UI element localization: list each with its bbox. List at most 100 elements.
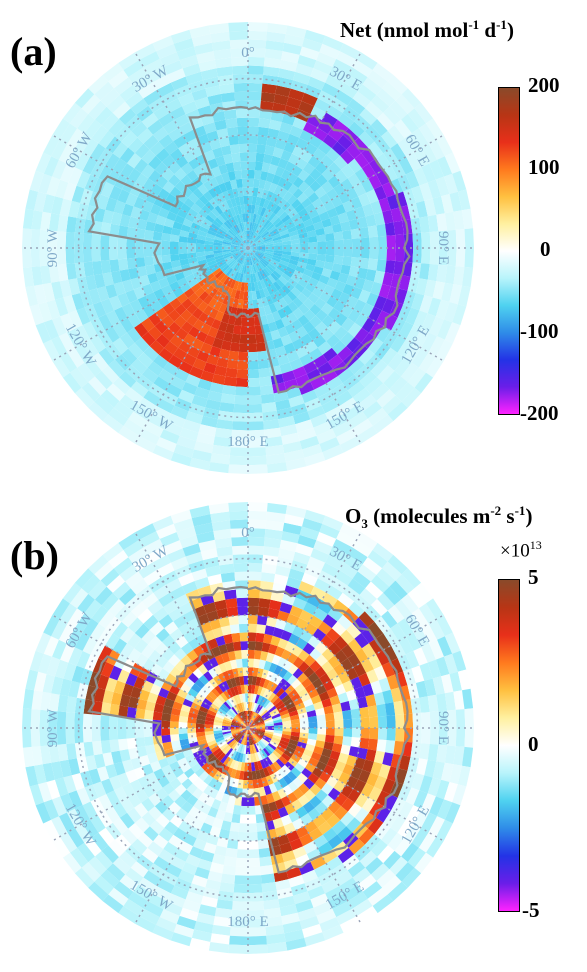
map-a-cell — [428, 336, 445, 357]
map-a-cell — [243, 265, 247, 274]
map-b-cell — [105, 677, 118, 692]
map-a-cell — [113, 200, 126, 215]
map-a-cell — [314, 186, 327, 199]
map-b-cell — [254, 733, 263, 740]
map-b-cell — [177, 688, 188, 699]
map-a-cell — [292, 297, 304, 308]
map-b-cell — [339, 877, 358, 894]
map-b-cell — [223, 746, 232, 755]
map-b-cell — [462, 688, 474, 710]
map-b-cell — [356, 532, 378, 550]
map-b-cell — [100, 728, 110, 741]
map-b-cell — [185, 753, 196, 763]
map-b-cell — [285, 746, 296, 755]
map-a-cell — [389, 178, 404, 195]
map-a-cell — [350, 228, 361, 239]
map-b-cell — [152, 924, 174, 941]
map-a-cell — [172, 287, 184, 298]
map-b-cell — [91, 605, 109, 624]
map-b-cell — [228, 739, 236, 747]
map-a-cell — [218, 164, 228, 175]
map-a-cell — [250, 256, 254, 265]
map-a-cell — [178, 92, 195, 107]
map-b-cell — [367, 817, 384, 835]
map-a-cell — [253, 254, 261, 262]
map-a-cell — [255, 290, 262, 300]
map-b-cell — [71, 773, 85, 791]
map-a-cell — [418, 123, 437, 144]
map-a-cell — [223, 210, 231, 220]
map-a-cell — [464, 248, 474, 268]
map-b-cell — [66, 696, 77, 713]
map-b-cell — [444, 632, 461, 654]
map-b-cell — [98, 610, 115, 629]
map-b-cell — [354, 757, 366, 770]
map-a-cell — [117, 236, 127, 248]
map-a-cell — [248, 343, 258, 353]
map-a-cell — [164, 218, 175, 228]
map-b-cell — [194, 866, 210, 880]
map-a-cell — [346, 275, 358, 287]
map-a-cell — [141, 200, 154, 213]
map-a-cell — [438, 248, 448, 266]
map-a-cell — [264, 48, 283, 60]
map-a-cell — [276, 265, 286, 273]
map-b-cell — [291, 645, 303, 657]
map-a-cell — [251, 204, 256, 214]
map-a-cell — [191, 282, 202, 293]
map-b-cell — [126, 737, 137, 750]
map-b-cell — [240, 762, 245, 772]
map-b-cell — [337, 826, 353, 842]
map-b-cell — [295, 825, 309, 839]
map-b-cell — [179, 738, 190, 746]
map-a-cell — [272, 236, 282, 242]
map-a-cell — [109, 223, 120, 237]
map-a-cell — [279, 122, 293, 134]
map-b-cell — [404, 823, 422, 843]
map-a-cell — [248, 91, 262, 101]
map-b-cell — [192, 668, 204, 679]
map-b-cell — [208, 777, 218, 789]
map-a-cell — [139, 428, 160, 445]
map-a-cell — [74, 325, 90, 344]
map-b-cell — [162, 782, 175, 795]
map-b-cell — [187, 758, 199, 768]
map-a-cell — [303, 298, 315, 310]
map-a-cell — [248, 195, 253, 205]
map-a-cell — [285, 25, 307, 39]
map-a-cell — [277, 288, 288, 298]
map-b-cell — [358, 611, 375, 628]
map-b-cell — [313, 834, 328, 849]
map-b-cell — [315, 641, 328, 655]
map-a-cell — [207, 259, 217, 267]
map-a-cell — [259, 376, 273, 387]
map-a-cell — [303, 360, 318, 374]
map-a-cell — [214, 365, 227, 377]
map-b-cell — [155, 655, 169, 669]
map-b-cell — [297, 672, 308, 684]
map-a-cell — [189, 261, 199, 269]
map-b-cell — [106, 790, 120, 807]
map-b-cell — [248, 720, 254, 728]
map-a-cell — [136, 218, 148, 230]
map-b-cell — [389, 580, 408, 600]
map-b-cell — [169, 684, 181, 695]
map-a-cell — [43, 135, 60, 157]
map-a-cell — [119, 332, 135, 349]
map-a-cell — [67, 128, 85, 148]
map-b-cell — [191, 929, 212, 942]
map-a-cell — [233, 271, 240, 281]
map-b-cell — [92, 740, 103, 756]
map-a-cell — [226, 359, 239, 370]
map-b-cell — [337, 592, 355, 609]
map-a-cell — [267, 212, 276, 222]
map-a-cell — [277, 158, 289, 170]
map-a-cell — [297, 208, 309, 218]
map-a-cell — [377, 365, 395, 384]
map-b-cell — [109, 775, 122, 791]
map-b-cell — [264, 746, 273, 755]
map-b-cell — [271, 713, 281, 720]
map-b-cell — [327, 642, 342, 656]
map-a-cell — [264, 145, 275, 156]
map-a-cell — [401, 88, 422, 109]
